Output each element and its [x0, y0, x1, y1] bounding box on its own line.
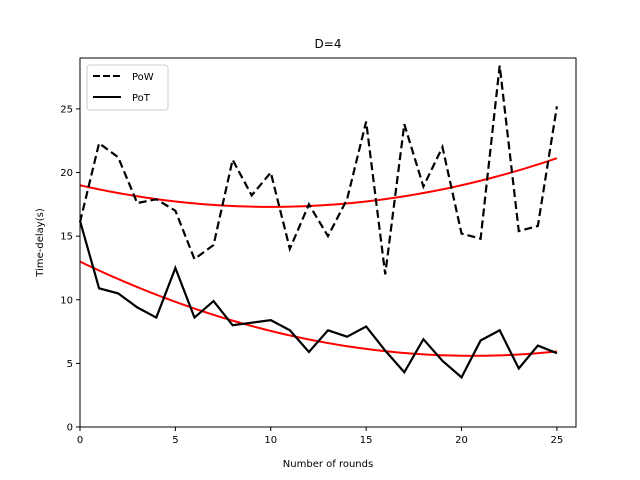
x-tick-label: 15 — [360, 435, 373, 446]
chart-title: D=4 — [315, 37, 342, 51]
legend: PoW PoT — [86, 64, 169, 111]
y-tick-label: 25 — [60, 104, 73, 115]
legend-box — [86, 64, 169, 111]
plot-frame — [79, 57, 577, 428]
x-tick-label: 20 — [455, 435, 468, 446]
x-tick-label: 25 — [551, 435, 564, 446]
legend-label-pow: PoW — [132, 72, 154, 83]
y-tick-label: 20 — [60, 168, 73, 179]
x-tick-label: 5 — [172, 435, 178, 446]
trend-line-0 — [79, 157, 558, 208]
y-tick-label: 5 — [67, 359, 73, 370]
x-tick-label: 10 — [264, 435, 277, 446]
x-axis-ticks: 0 5 10 15 20 25 — [77, 427, 563, 446]
x-tick-label: 0 — [77, 435, 83, 446]
legend-label-pot: PoT — [132, 93, 151, 104]
y-tick-label: 15 — [60, 232, 73, 243]
x-axis-label: Number of rounds — [283, 459, 373, 470]
series-line-pot — [78, 220, 558, 380]
y-axis-ticks: 0 5 10 15 20 25 — [60, 104, 80, 434]
y-tick-label: 0 — [67, 423, 73, 434]
plot-lines — [78, 65, 559, 380]
y-axis-label: Time-delay(s) — [35, 208, 46, 278]
y-tick-label: 10 — [60, 295, 73, 306]
